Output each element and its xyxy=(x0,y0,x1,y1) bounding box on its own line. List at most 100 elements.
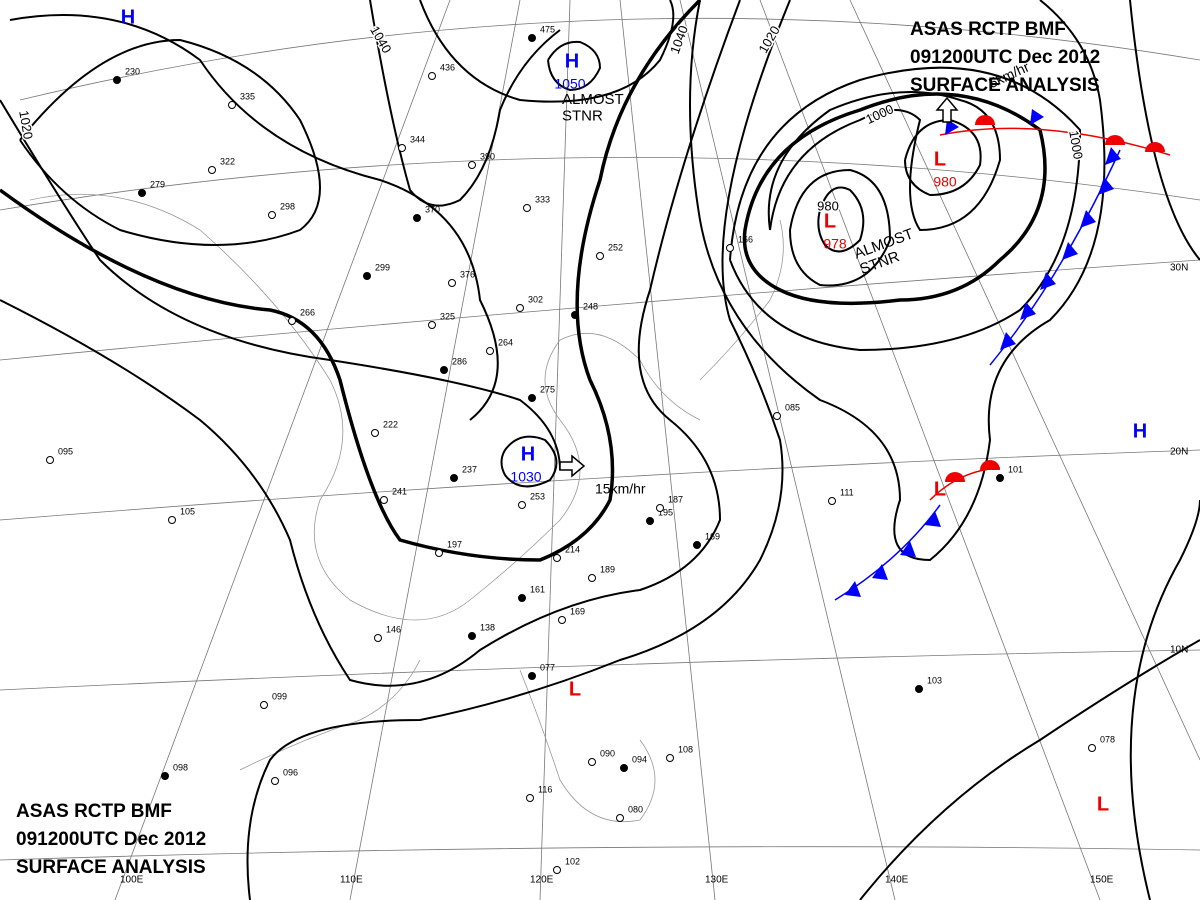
longitude-label: 130E xyxy=(705,875,729,886)
station xyxy=(596,252,604,260)
station xyxy=(161,772,169,780)
station xyxy=(486,347,494,355)
station-pressure: 298 xyxy=(280,201,295,211)
station xyxy=(523,204,531,212)
isobar-label: 1000 xyxy=(1066,129,1086,160)
station xyxy=(553,866,561,874)
station xyxy=(46,456,54,464)
station-pressure: 085 xyxy=(785,402,800,412)
header-line: ASAS RCTP BMF xyxy=(910,19,1066,40)
fronts xyxy=(834,109,1171,601)
center-symbol: H xyxy=(121,6,135,28)
latitude-label: 30N xyxy=(1170,263,1188,274)
center-symbol: L xyxy=(934,148,946,170)
station xyxy=(518,501,526,509)
station xyxy=(271,777,279,785)
station-pressure: 197 xyxy=(447,539,462,549)
station xyxy=(363,272,371,280)
station xyxy=(571,311,579,319)
labels: ASAS RCTP BMF 091200UTC Dec 2012 SURFACE A… xyxy=(15,6,1189,886)
station xyxy=(828,497,836,505)
station-pressure: 376 xyxy=(460,269,475,279)
footer-line: 091200UTC Dec 2012 xyxy=(16,829,206,850)
station-pressure: 230 xyxy=(125,66,140,76)
center-value: 978 xyxy=(823,236,847,252)
station xyxy=(428,321,436,329)
station xyxy=(138,189,146,197)
station xyxy=(528,394,536,402)
station-pressure: 390 xyxy=(480,151,495,161)
station-pressure: 169 xyxy=(705,531,720,541)
center-symbol: H xyxy=(521,443,535,465)
station-pressure: 279 xyxy=(150,179,165,189)
center-symbol: L xyxy=(569,678,581,700)
station xyxy=(516,304,524,312)
longitude-label: 120E xyxy=(530,875,554,886)
station-pressure: 214 xyxy=(565,544,580,554)
station-pressure: 302 xyxy=(528,294,543,304)
latitude-label: 10N xyxy=(1170,645,1188,656)
station-pressure: 253 xyxy=(530,491,545,501)
station-pressure: 138 xyxy=(480,622,495,632)
center-symbol: L xyxy=(824,210,836,232)
station-pressure: 237 xyxy=(462,464,477,474)
station xyxy=(620,764,628,772)
station xyxy=(553,554,561,562)
center-symbol: L xyxy=(1097,793,1109,815)
station xyxy=(268,211,276,219)
station-pressure: 344 xyxy=(410,134,425,144)
station-pressure: 078 xyxy=(1100,734,1115,744)
station-pressure: 286 xyxy=(452,356,467,366)
station xyxy=(588,758,596,766)
station xyxy=(726,244,734,252)
station-pressure: 095 xyxy=(58,446,73,456)
station xyxy=(435,549,443,557)
station xyxy=(380,496,388,504)
station-pressure: 222 xyxy=(383,419,398,429)
station xyxy=(773,412,781,420)
footer-line: ASAS RCTP BMF xyxy=(16,801,172,822)
header-line: SURFACE ANALYSIS xyxy=(910,75,1100,96)
station-pressure: 116 xyxy=(538,784,552,794)
station-pressure: 166 xyxy=(738,234,753,244)
station-pressure: 436 xyxy=(440,62,455,72)
station-pressure: 099 xyxy=(272,691,287,701)
footer-line: SURFACE ANALYSIS xyxy=(16,857,206,878)
station-pressure: 108 xyxy=(678,744,693,754)
station xyxy=(468,632,476,640)
station xyxy=(693,541,701,549)
center-symbol: H xyxy=(565,50,579,72)
station-pressure: 103 xyxy=(927,675,942,685)
station xyxy=(996,474,1004,482)
station-pressure: 105 xyxy=(180,506,195,516)
longitude-label: 110E xyxy=(340,875,363,886)
center-symbol: L xyxy=(934,478,946,500)
station xyxy=(646,517,654,525)
center-symbol: H xyxy=(1133,420,1147,442)
station-pressure: 102 xyxy=(565,856,580,866)
station xyxy=(413,214,421,222)
station-pressure: 248 xyxy=(583,301,598,311)
latitude-label: 20N xyxy=(1170,447,1188,458)
station-pressure: 264 xyxy=(498,337,513,347)
center-value: 1030 xyxy=(510,469,541,485)
station-pressure: 322 xyxy=(220,156,235,166)
station xyxy=(168,516,176,524)
station-pressure: 111 xyxy=(840,487,854,497)
longitude-label: 100E xyxy=(120,875,144,886)
station-pressure: 094 xyxy=(632,754,647,764)
station xyxy=(656,504,664,512)
station xyxy=(208,166,216,174)
isobar-label: 980 xyxy=(817,198,839,213)
station xyxy=(450,474,458,482)
station-pressure: 299 xyxy=(375,262,390,272)
station-pressure: 335 xyxy=(240,91,255,101)
station-pressure: 475 xyxy=(540,24,555,34)
station xyxy=(616,814,624,822)
station xyxy=(113,76,121,84)
station-pressure: 241 xyxy=(392,486,407,496)
station xyxy=(528,34,536,42)
